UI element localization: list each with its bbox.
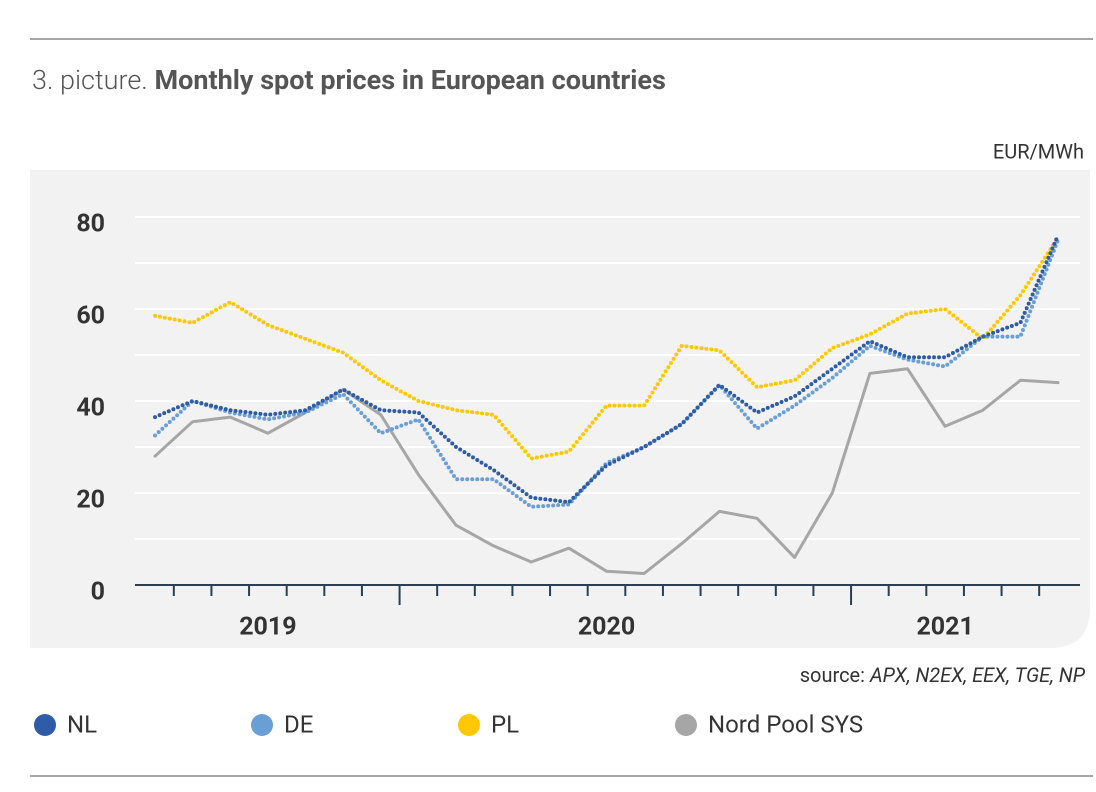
- legend-label: NL: [67, 710, 97, 738]
- legend-label: Nord Pool SYS: [708, 710, 863, 738]
- y-tick-label: 60: [76, 302, 105, 331]
- legend-marker: [675, 714, 697, 736]
- legend-label: DE: [284, 710, 313, 738]
- y-tick-label: 0: [91, 578, 105, 607]
- series-line: [153, 233, 1060, 505]
- x-tick-label: 2019: [239, 613, 296, 642]
- chart-title: 3. picture. Monthly spot prices in Europ…: [32, 64, 666, 96]
- series-line: [153, 235, 1060, 461]
- legend-label: PL: [491, 710, 519, 738]
- series-line: [153, 238, 1060, 509]
- legend-marker: [251, 714, 273, 736]
- source: source: APX, N2EX, EEX, TGE, NP: [800, 663, 1086, 687]
- unit-label: EUR/MWh: [993, 139, 1084, 163]
- legend-marker: [34, 714, 56, 736]
- y-tick-label: 80: [76, 210, 105, 239]
- x-tick-label: 2020: [578, 613, 635, 642]
- source-prefix: source:: [800, 663, 865, 687]
- plot: 0 20 40 60 80 2019 2020 2021: [76, 210, 1080, 642]
- legend-marker: [458, 714, 480, 736]
- x-tick-label: 2021: [916, 613, 973, 642]
- source-text: APX, N2EX, EEX, TGE, NP: [869, 663, 1086, 687]
- title-text: Monthly spot prices in European countrie…: [154, 64, 665, 96]
- y-tick-label: 20: [76, 486, 105, 515]
- title-prefix: 3. picture.: [32, 64, 148, 96]
- plot-background: [30, 170, 1090, 648]
- y-tick-label: 40: [76, 394, 105, 423]
